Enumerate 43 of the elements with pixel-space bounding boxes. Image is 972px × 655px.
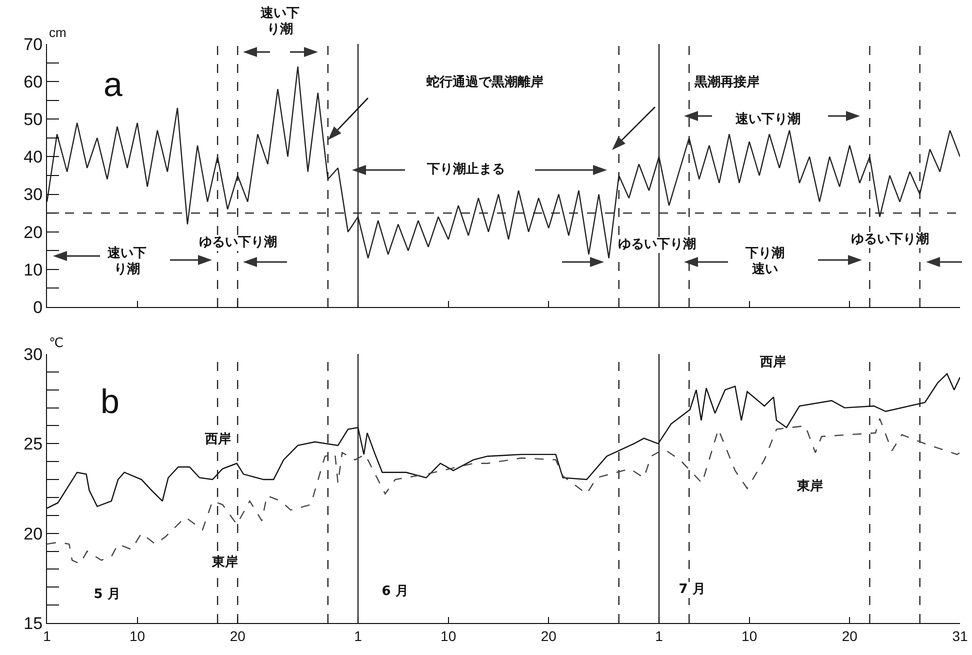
y-tick-label: 40 bbox=[24, 148, 43, 167]
y-tick-label: 10 bbox=[24, 260, 43, 280]
annotation: 下り潮止まる bbox=[425, 162, 507, 178]
y-tick-label: 20 bbox=[24, 524, 43, 544]
x-tick-label: 1 bbox=[354, 628, 362, 644]
x-tick-label: 1 bbox=[655, 628, 664, 644]
y-tick-label: 15 bbox=[24, 614, 43, 633]
x-tick-label: 31 bbox=[952, 628, 968, 644]
annotation: a bbox=[102, 66, 124, 104]
annotation: 速い下り潮 bbox=[734, 112, 802, 128]
y-tick-label: 30 bbox=[24, 185, 43, 204]
annotation: 速い下り潮 bbox=[102, 246, 152, 278]
annotation: 蛇行通過で黒潮離岸 bbox=[424, 75, 546, 91]
annotation: ゆるい下り潮 bbox=[197, 235, 279, 251]
y-axis-title: cm bbox=[49, 25, 66, 40]
y-tick-label: 60 bbox=[24, 72, 43, 92]
y-tick-label: 50 bbox=[24, 110, 43, 130]
annotation: 6 月 bbox=[380, 584, 410, 600]
x-tick-label: 20 bbox=[540, 628, 557, 644]
annotation: 西岸 bbox=[758, 355, 788, 371]
y-tick-label: 70 bbox=[24, 34, 43, 54]
x-tick-label: 10 bbox=[130, 628, 146, 644]
y-tick-label: 30 bbox=[24, 344, 43, 364]
y-tick-label: 25 bbox=[24, 434, 43, 454]
annotation: b bbox=[100, 383, 120, 421]
annotation: 東岸 bbox=[795, 479, 825, 495]
annotation: 7 月 bbox=[676, 582, 708, 598]
y-tick-label: 0 bbox=[33, 298, 43, 317]
annotation: 下り潮速い bbox=[740, 246, 790, 278]
text: 速い下り潮 bbox=[255, 6, 305, 38]
x-tick-label: 20 bbox=[842, 628, 858, 644]
x-tick-label: 20 bbox=[230, 628, 246, 644]
x-tick-label: 1 bbox=[43, 628, 52, 644]
y-axis-title: ℃ bbox=[49, 335, 64, 350]
x-tick-label: 10 bbox=[742, 628, 758, 644]
annotation: 東岸 bbox=[210, 555, 240, 571]
annotation: ゆるい下り潮 bbox=[849, 232, 931, 248]
annotation: 黒潮再接岸 bbox=[692, 75, 762, 91]
x-tick-label: 10 bbox=[440, 628, 456, 644]
annotation: 西岸 bbox=[203, 432, 233, 448]
annotation: 5 月 bbox=[92, 587, 122, 603]
annotation: ゆるい下り潮 bbox=[616, 237, 698, 253]
y-tick-label: 20 bbox=[24, 222, 43, 242]
